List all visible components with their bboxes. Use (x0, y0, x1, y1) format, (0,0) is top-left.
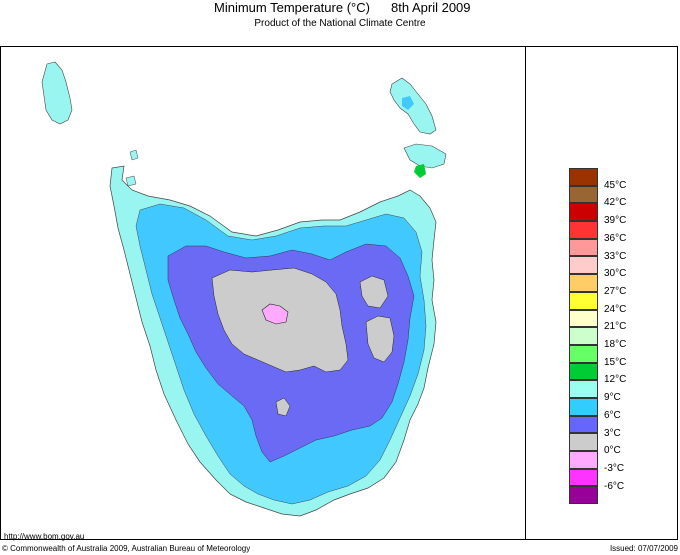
legend-label: 6°C (604, 409, 621, 421)
legend-swatch (569, 486, 598, 505)
legend-swatches (569, 168, 600, 505)
legend-swatch (569, 238, 598, 257)
legend-swatch (569, 291, 598, 310)
legend-label: 9°C (604, 392, 621, 404)
legend-label: 42°C (604, 197, 627, 209)
zero-east-a (359, 275, 389, 309)
legend-swatch (569, 185, 598, 204)
legend-swatch (569, 309, 598, 328)
legend-swatch (569, 397, 598, 416)
legend-swatch (569, 468, 598, 487)
legend-label: 36°C (604, 232, 627, 244)
title-main: Minimum Temperature (°C) (214, 0, 370, 15)
title-date: 8th April 2009 (391, 0, 471, 15)
legend-swatch (569, 344, 598, 363)
legend-label: 21°C (604, 321, 627, 333)
flinders-six (402, 96, 414, 110)
footer-url[interactable]: http://www.bom.gov.au (4, 532, 85, 541)
cape-barren-island (403, 143, 447, 169)
cape-barren-twelve (414, 164, 426, 178)
tasmania-map (41, 61, 447, 517)
zero-east-b (365, 315, 395, 363)
legend-label: 33°C (604, 250, 627, 262)
footer-issued: Issued: 07/07/2009 (609, 544, 678, 553)
legend-label: 15°C (604, 356, 627, 368)
legend-swatch (569, 380, 598, 398)
legend-label: 3°C (604, 427, 621, 439)
legend-divider (525, 46, 526, 540)
chart-subtitle: Product of the National Climate Centre (254, 18, 426, 29)
legend-label: 0°C (604, 445, 621, 457)
legend-swatch (569, 451, 598, 469)
king-island (41, 61, 73, 125)
footer-copyright: © Commonwealth of Australia 2009, Austra… (2, 544, 251, 553)
legend-label: 45°C (604, 179, 627, 191)
legend-swatch (569, 256, 598, 275)
legend-swatch (569, 415, 598, 434)
zero-south (275, 397, 291, 417)
legend-swatch (569, 433, 598, 451)
legend-swatch (569, 221, 598, 239)
legend-label: 18°C (604, 339, 627, 350)
mainland-minus3 (261, 303, 289, 325)
legend-swatch (569, 362, 598, 381)
legend-label: 24°C (604, 303, 627, 315)
legend-label: 27°C (604, 285, 627, 297)
legend-label: -3°C (604, 462, 625, 474)
legend-swatch (569, 168, 598, 186)
legend-label: 12°C (604, 374, 627, 386)
legend-label: 39°C (604, 215, 627, 227)
legend-swatch (569, 274, 598, 292)
legend (569, 168, 600, 505)
legend-swatch (569, 327, 598, 345)
legend-label: 30°C (604, 268, 627, 280)
map-frame (0, 46, 678, 540)
legend-label: -6°C (604, 480, 625, 492)
flinders-island (389, 77, 437, 135)
legend-swatch (569, 203, 598, 222)
chart-title: Minimum Temperature (°C) 8th April 2009 (0, 0, 680, 18)
